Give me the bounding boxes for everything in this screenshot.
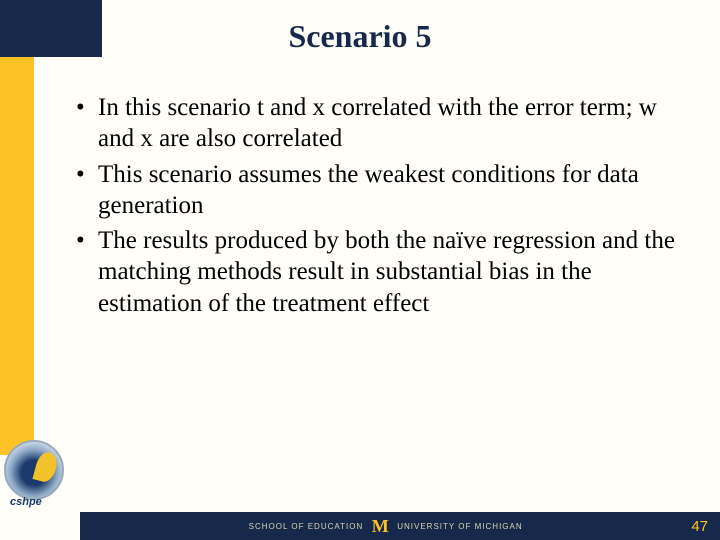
list-item: In this scenario t and x correlated with… <box>76 92 676 155</box>
cshpe-logo: cshpe <box>4 440 76 512</box>
block-m-letter: M <box>372 517 389 535</box>
bullet-text: In this scenario t and x correlated with… <box>98 94 657 152</box>
footer-university-text: UNIVERSITY OF MICHIGAN <box>397 522 522 531</box>
block-m-icon: M <box>369 517 391 535</box>
slide-title: Scenario 5 <box>0 18 720 55</box>
bullet-text: This scenario assumes the weakest condit… <box>98 161 639 219</box>
logo-label: cshpe <box>10 496 42 508</box>
page-number: 47 <box>691 518 708 535</box>
footer-school-text: SCHOOL OF EDUCATION <box>249 522 364 531</box>
list-item: This scenario assumes the weakest condit… <box>76 159 676 222</box>
left-maize-bar <box>0 57 34 455</box>
footer-bar: SCHOOL OF EDUCATION M UNIVERSITY OF MICH… <box>80 512 720 540</box>
list-item: The results produced by both the naïve r… <box>76 225 676 319</box>
slide: Scenario 5 In this scenario t and x corr… <box>0 0 720 540</box>
footer-center: SCHOOL OF EDUCATION M UNIVERSITY OF MICH… <box>80 517 691 535</box>
logo-seal-icon <box>4 440 64 500</box>
logo-flame-icon <box>32 450 59 484</box>
bullet-list: In this scenario t and x correlated with… <box>76 92 676 323</box>
bullet-text: The results produced by both the naïve r… <box>98 227 675 317</box>
